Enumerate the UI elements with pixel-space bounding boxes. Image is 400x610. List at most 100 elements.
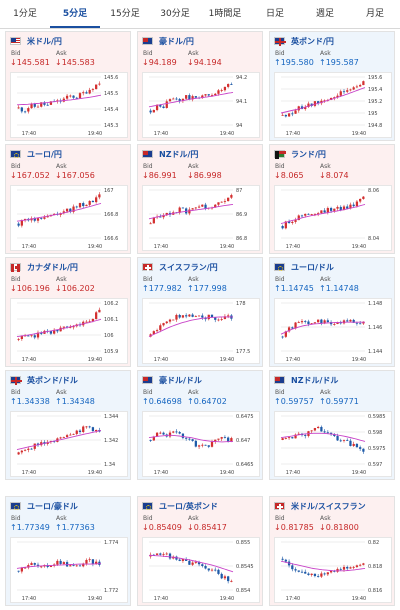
pair-name[interactable]: NZドル/ドル [291, 375, 339, 385]
candle [33, 443, 36, 449]
y-tick-label: 145.5 [104, 91, 118, 97]
moving-average-line [148, 91, 234, 108]
tab-3[interactable]: 30分足 [160, 9, 190, 19]
price-chart[interactable]: 1.148 1.146 1.144 17:40 19:40 [274, 298, 392, 364]
pair-name[interactable]: 豪ドル/ドル [159, 375, 202, 385]
currency-card[interactable]: ランド/円 Bid Ask ↓8.065 ↓8.074 8.06 8.04 17:40 19:4… [269, 144, 395, 254]
candle [43, 217, 46, 219]
pair-name[interactable]: 英ポンド/ドル [27, 375, 78, 385]
tab-4[interactable]: 1時間足 [208, 9, 242, 19]
candle [85, 321, 88, 323]
candle [287, 437, 291, 439]
currency-card[interactable]: NZドル/円 Bid Ask ↓86.991 ↓86.998 87 86.9 86.8 17:4… [137, 144, 263, 254]
tab-5[interactable]: 日足 [265, 9, 284, 19]
candle [304, 571, 307, 574]
price-chart[interactable]: 0.6475 0.647 0.6465 17:40 19:40 [142, 411, 260, 477]
price-chart[interactable]: 145.6 145.5 145.4 145.3 17:40 19:40 [10, 72, 128, 138]
candle [230, 438, 233, 442]
tab-2[interactable]: 15分足 [110, 9, 140, 19]
candle [333, 208, 336, 211]
currency-card[interactable]: カナダドル/円 Bid Ask ↓106.196 ↓106.202 106.2 106.1 1… [5, 257, 131, 367]
candle [201, 564, 204, 566]
x-tick-label: 17:40 [286, 357, 300, 363]
candle [297, 106, 300, 111]
candle [297, 322, 300, 324]
currency-card[interactable]: スイスフラン/円 Bid Ask ↑177.982 ↑177.998 178 177.5 17… [137, 257, 263, 367]
currency-card[interactable]: 英ポンド/ドル Bid Ask ↑1.34338 ↑1.34348 1.344 1.342 1… [5, 370, 131, 480]
price-chart[interactable]: 0.855 0.8545 0.854 17:40 19:40 [142, 537, 260, 603]
currency-card[interactable]: 豪ドル/ドル Bid Ask ↑0.64698 ↑0.64702 0.6475 0.647 0… [137, 370, 263, 480]
pair-name[interactable]: 米ドル/スイスフラン [291, 501, 366, 511]
candle [46, 216, 49, 218]
candle [88, 321, 91, 323]
currency-card[interactable]: 英ポンド/円 Bid Ask ↑195.580 ↑195.587 195.6 195.4 19… [269, 31, 395, 141]
candle [162, 432, 165, 435]
price-chart[interactable]: 195.6 195.4 195.2 195 194.8 17:40 19:40 [274, 72, 392, 138]
candle [53, 213, 56, 215]
candle [33, 218, 36, 221]
pair-name[interactable]: NZドル/円 [159, 149, 199, 159]
tab-1[interactable]: 5分足 [50, 0, 100, 28]
tab-0[interactable]: 1分足 [13, 9, 37, 19]
currency-card[interactable]: ユーロ/ドル Bid Ask ↑1.14745 ↑1.14748 1.148 1.146 1.… [269, 257, 395, 367]
tab-6[interactable]: 週足 [315, 9, 334, 19]
candle [36, 332, 40, 338]
candle [172, 319, 175, 321]
currency-card[interactable]: NZドル/ドル Bid Ask ↑0.59757 ↑0.59771 0.5985 0.598… [269, 370, 395, 480]
pair-name[interactable]: ユーロ/豪ドル [27, 501, 78, 511]
pair-name[interactable]: スイスフラン/円 [159, 262, 218, 272]
price-chart[interactable]: 167 166.8 166.6 17:40 19:40 [10, 185, 128, 251]
currency-card[interactable]: 豪ドル/円 Bid Ask ↓94.189 ↓94.194 94.2 94.1 94 17:40… [137, 31, 263, 141]
currency-card[interactable]: 米ドル/スイスフラン Bid Ask ↓0.81785 ↓0.81800 0.82 0.81… [269, 496, 395, 606]
price-chart[interactable]: 0.5985 0.598 0.5975 0.597 17:40 19:40 [274, 411, 392, 477]
pair-name[interactable]: カナダドル/円 [27, 262, 78, 272]
candle [317, 101, 320, 104]
candle [346, 206, 349, 209]
price-chart[interactable]: 87 86.9 86.8 17:40 19:40 [142, 185, 260, 251]
tab-7[interactable]: 月足 [365, 9, 384, 19]
candle [304, 321, 307, 322]
y-tick-label: 1.34 [104, 462, 115, 468]
price-chart[interactable]: 0.82 0.818 0.816 17:40 19:40 [274, 537, 392, 603]
pair-name[interactable]: ユーロ/円 [27, 149, 62, 159]
candlestick-chart: 0.5985 0.598 0.5975 0.597 17:40 19:40 [280, 414, 386, 476]
candle [185, 315, 188, 317]
candle [317, 426, 320, 429]
currency-card[interactable]: ユーロ/円 Bid Ask ↓167.052 ↓167.056 167 166.8 166.6… [5, 144, 131, 254]
candle [165, 321, 168, 324]
pair-name[interactable]: 英ポンド/円 [291, 36, 334, 46]
y-tick-label: 86.8 [236, 236, 247, 242]
pair-name[interactable]: 米ドル/円 [27, 36, 62, 46]
pair-name[interactable]: ランド/円 [291, 149, 326, 159]
price-chart[interactable]: 106.2 106.1 106 105.9 17:40 19:40 [10, 298, 128, 364]
y-tick-label: 145.6 [104, 75, 118, 81]
price-chart[interactable]: 1.344 1.342 1.34 17:40 19:40 [10, 411, 128, 477]
y-tick-label: 145.4 [104, 107, 118, 113]
currency-card[interactable]: 米ドル/円 Bid Ask ↓145.581 ↓145.583 145.6 145.5 145… [5, 31, 131, 141]
price-chart[interactable]: 178 177.5 17:40 19:40 [142, 298, 260, 364]
card-header: 米ドル/円 [10, 35, 62, 47]
pair-name[interactable]: ユーロ/英ポンド [159, 501, 218, 511]
moving-average-line [16, 563, 102, 569]
y-tick-label: 145.3 [104, 123, 118, 129]
direction-arrow-icon: ↓ [187, 523, 194, 532]
candle [159, 104, 162, 107]
ask-value: ↑1.14748 [319, 284, 359, 293]
price-chart[interactable]: 94.2 94.1 94 17:40 19:40 [142, 72, 260, 138]
candle [188, 438, 191, 440]
currency-card[interactable]: ユーロ/英ポンド Bid Ask ↓0.85409 ↓0.85417 0.855 0.854… [137, 496, 263, 606]
candle [320, 573, 323, 577]
x-tick-label: 19:40 [352, 244, 366, 250]
ask-label: Ask [320, 515, 331, 522]
candle [23, 111, 27, 113]
price-chart[interactable]: 1.774 1.772 17:40 19:40 [10, 537, 128, 603]
pair-name[interactable]: 豪ドル/円 [159, 36, 194, 46]
currency-card[interactable]: ユーロ/豪ドル Bid Ask ↑1.77349 ↑1.77363 1.774 1.772 1… [5, 496, 131, 606]
y-tick-label: 1.146 [368, 325, 382, 331]
candle [194, 316, 197, 318]
candle [85, 92, 88, 94]
pair-name[interactable]: ユーロ/ドル [291, 262, 334, 272]
price-chart[interactable]: 8.06 8.04 17:40 19:40 [274, 185, 392, 251]
candle [17, 223, 20, 226]
candle [40, 218, 43, 219]
